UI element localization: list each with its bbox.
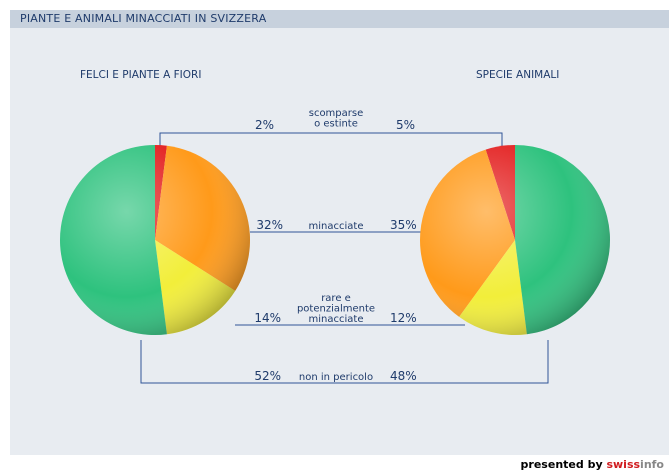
category-label-scomparse-1: o estinte — [314, 119, 358, 130]
footer-brand-swiss: swiss — [606, 458, 641, 471]
animals-value-rare: 12% — [390, 311, 417, 325]
footer-prefix: presented by — [520, 458, 603, 471]
pie-animals-shading — [420, 145, 610, 335]
page-title: PIANTE E ANIMALI MINACCIATI IN SVIZZERA — [20, 12, 267, 25]
plants-value-minacciate: 32% — [256, 218, 283, 232]
animals-value-minacciate: 35% — [390, 218, 417, 232]
plants-value-rare: 14% — [254, 311, 281, 325]
category-label-rare-1: potenzialmente — [297, 304, 375, 315]
animals-value-scomparse: 5% — [396, 118, 415, 132]
connector-non-pericolo — [140, 340, 549, 384]
animals-value-non-pericolo: 48% — [390, 369, 417, 383]
chart-title-animals: SPECIE ANIMALI — [476, 69, 560, 81]
pie-plants-shading — [60, 145, 250, 335]
connector-scomparse — [159, 132, 503, 146]
footer-brand-info: info — [640, 458, 664, 471]
connector-lines — [140, 132, 549, 384]
category-label-minacciate-0: minacciate — [309, 221, 364, 232]
chart-title-plants: FELCI E PIANTE A FIORI — [80, 69, 202, 81]
category-label-rare-0: rare e — [321, 293, 351, 304]
category-label-non-pericolo-0: non in pericolo — [299, 372, 373, 383]
header-bar — [10, 10, 669, 28]
pie-animals — [420, 145, 611, 335]
category-label-scomparse-0: scomparse — [309, 108, 364, 119]
plants-value-scomparse: 2% — [255, 118, 274, 132]
pie-plants — [60, 145, 250, 335]
plants-value-non-pericolo: 52% — [254, 369, 281, 383]
category-label-rare-2: minacciate — [309, 314, 364, 325]
footer-credit: presented by swissinfo — [521, 458, 664, 471]
